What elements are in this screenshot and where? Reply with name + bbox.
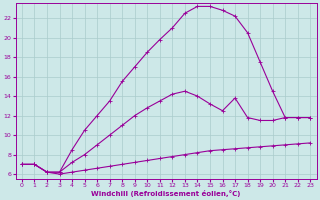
X-axis label: Windchill (Refroidissement éolien,°C): Windchill (Refroidissement éolien,°C) (92, 190, 241, 197)
